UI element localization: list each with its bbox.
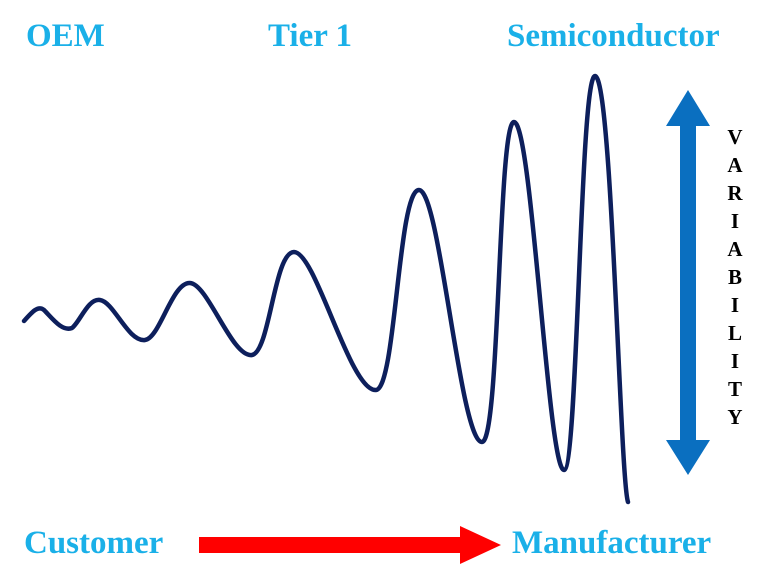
variability-letter: Y (727, 405, 743, 429)
variability-letter: A (727, 237, 743, 261)
right-arrow-icon (199, 526, 501, 564)
customer-label: Customer (24, 525, 164, 561)
variability-letter: B (727, 265, 742, 289)
variability-letter: I (730, 349, 740, 373)
variability-letter: T (727, 377, 742, 401)
double-headed-vertical-arrow-icon (666, 90, 710, 475)
variability-label: V A R I A B I L I T Y (722, 127, 748, 435)
tier1-label: Tier 1 (268, 18, 353, 54)
variability-letter: I (730, 209, 740, 233)
variability-letter: I (730, 293, 740, 317)
variability-letter: A (727, 153, 743, 177)
variability-letter: R (727, 181, 743, 205)
oem-label: OEM (26, 18, 105, 54)
manufacturer-label: Manufacturer (512, 525, 712, 561)
oscillating-wave-icon (21, 73, 631, 505)
variability-letter: L (727, 321, 742, 345)
semiconductor-label: Semiconductor (507, 18, 720, 54)
variability-letter: V (727, 125, 743, 149)
